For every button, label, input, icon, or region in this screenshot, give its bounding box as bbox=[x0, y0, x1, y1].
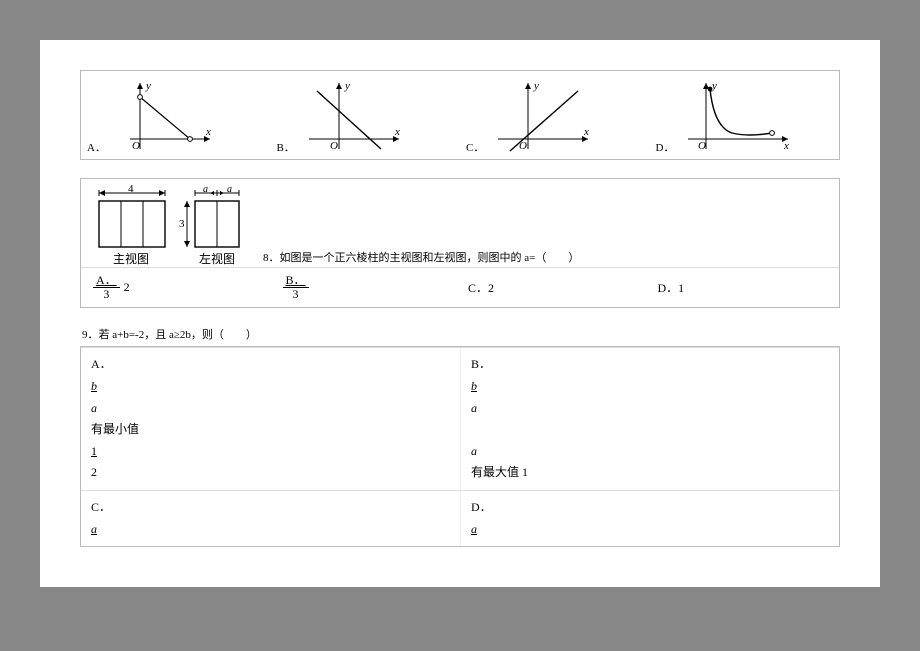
q9-option-D: D． a bbox=[460, 490, 839, 546]
q9-B-num: b bbox=[471, 379, 477, 393]
q9-D-a: a bbox=[471, 522, 477, 536]
question-7-block: A． y x O B． bbox=[80, 70, 840, 160]
q8-option-D: D．1 bbox=[650, 268, 840, 307]
svg-text:y: y bbox=[344, 80, 350, 92]
q8-A-den: 3 bbox=[100, 288, 112, 301]
q8-diagram-row: 4 主视图 a a 3 左视图 bbox=[81, 179, 839, 267]
q8-B-den: 3 bbox=[290, 288, 302, 301]
q9-option-C: C． a bbox=[81, 490, 460, 546]
q9-B-a: a bbox=[471, 444, 477, 458]
svg-text:3: 3 bbox=[179, 218, 185, 230]
svg-text:x: x bbox=[583, 126, 589, 138]
q8-D-label: D．1 bbox=[658, 279, 685, 296]
svg-text:4: 4 bbox=[128, 185, 134, 195]
q8-B-num: B． bbox=[283, 274, 309, 288]
svg-text:x: x bbox=[205, 126, 211, 138]
svg-text:y: y bbox=[533, 80, 539, 92]
q8-stem: 8．如图是一个正六棱柱的主视图和左视图，则图中的 a=（ ） bbox=[263, 249, 579, 267]
q7-option-C: C． y x O bbox=[460, 71, 650, 159]
q7-options-row: A． y x O B． bbox=[81, 71, 839, 159]
q7-graph-D: y x O bbox=[678, 77, 798, 157]
q9-A-frac-num: 1 bbox=[91, 444, 97, 458]
q9-D-label: D． bbox=[471, 497, 829, 519]
svg-text:y: y bbox=[711, 80, 717, 92]
q9-A-num: b bbox=[91, 379, 97, 393]
svg-text:O: O bbox=[132, 140, 140, 152]
q8-option-B: B．3 bbox=[271, 268, 461, 307]
svg-text:O: O bbox=[330, 140, 338, 152]
svg-text:y: y bbox=[145, 80, 151, 92]
q9-B-text: 有最大值 1 bbox=[471, 462, 829, 484]
q8-options-row: A．3 2 B．3 C．2 D．1 bbox=[81, 267, 839, 307]
q9-options-grid: A． b a 有最小值 1 2 B． b a a 有最大值 1 C． bbox=[81, 347, 839, 546]
q8-option-C: C．2 bbox=[460, 268, 650, 307]
q8-A-val: 2 bbox=[124, 280, 130, 295]
q7-option-B: B． y x O bbox=[271, 71, 461, 159]
q9-C-label: C． bbox=[91, 497, 450, 519]
q9-B-den: a bbox=[471, 401, 477, 415]
q8-front-caption: 主视图 bbox=[113, 251, 149, 266]
svg-text:x: x bbox=[394, 126, 400, 138]
q7-optC-label: C． bbox=[466, 139, 484, 157]
q7-optA-label: A． bbox=[87, 139, 106, 157]
svg-text:O: O bbox=[698, 140, 706, 152]
q9-A-text: 有最小值 bbox=[91, 419, 450, 441]
svg-text:O: O bbox=[519, 140, 527, 152]
q9-A-label: A． bbox=[91, 354, 450, 376]
q8-A-num: A． bbox=[93, 274, 120, 288]
q7-graph-C: y x O bbox=[488, 77, 598, 157]
q9-A-frac-den: 2 bbox=[91, 465, 97, 479]
svg-text:a: a bbox=[203, 185, 208, 195]
q7-option-A: A． y x O bbox=[81, 71, 271, 159]
q8-front-view: 4 主视图 bbox=[87, 185, 177, 267]
q7-option-D: D． y x O bbox=[650, 71, 840, 159]
q9-C-a: a bbox=[91, 522, 97, 536]
question-8-block: 4 主视图 a a 3 左视图 bbox=[80, 178, 840, 308]
q7-graph-A: y x O bbox=[110, 77, 220, 157]
q7-optD-label: D． bbox=[656, 139, 675, 157]
q9-option-B: B． b a a 有最大值 1 bbox=[460, 348, 839, 490]
q8-side-view: a a 3 左视图 bbox=[177, 185, 257, 267]
svg-text:a: a bbox=[227, 185, 232, 195]
q9-stem: 9．若 a+b=-2，且 a≥2b，则（ ） bbox=[82, 326, 840, 342]
q9-B-label: B． bbox=[471, 354, 829, 376]
q7-graph-B: y x O bbox=[299, 77, 409, 157]
q7-optB-label: B． bbox=[277, 139, 295, 157]
q8-C-label: C．2 bbox=[468, 279, 494, 296]
q8-side-caption: 左视图 bbox=[199, 251, 235, 266]
q8-option-A: A．3 2 bbox=[81, 268, 271, 307]
question-9-block: 9．若 a+b=-2，且 a≥2b，则（ ） A． b a 有最小值 1 2 B… bbox=[80, 326, 840, 547]
svg-text:x: x bbox=[783, 140, 789, 152]
q9-A-den: a bbox=[91, 401, 97, 415]
q9-option-A: A． b a 有最小值 1 2 bbox=[81, 348, 460, 490]
page: A． y x O B． bbox=[40, 40, 880, 587]
